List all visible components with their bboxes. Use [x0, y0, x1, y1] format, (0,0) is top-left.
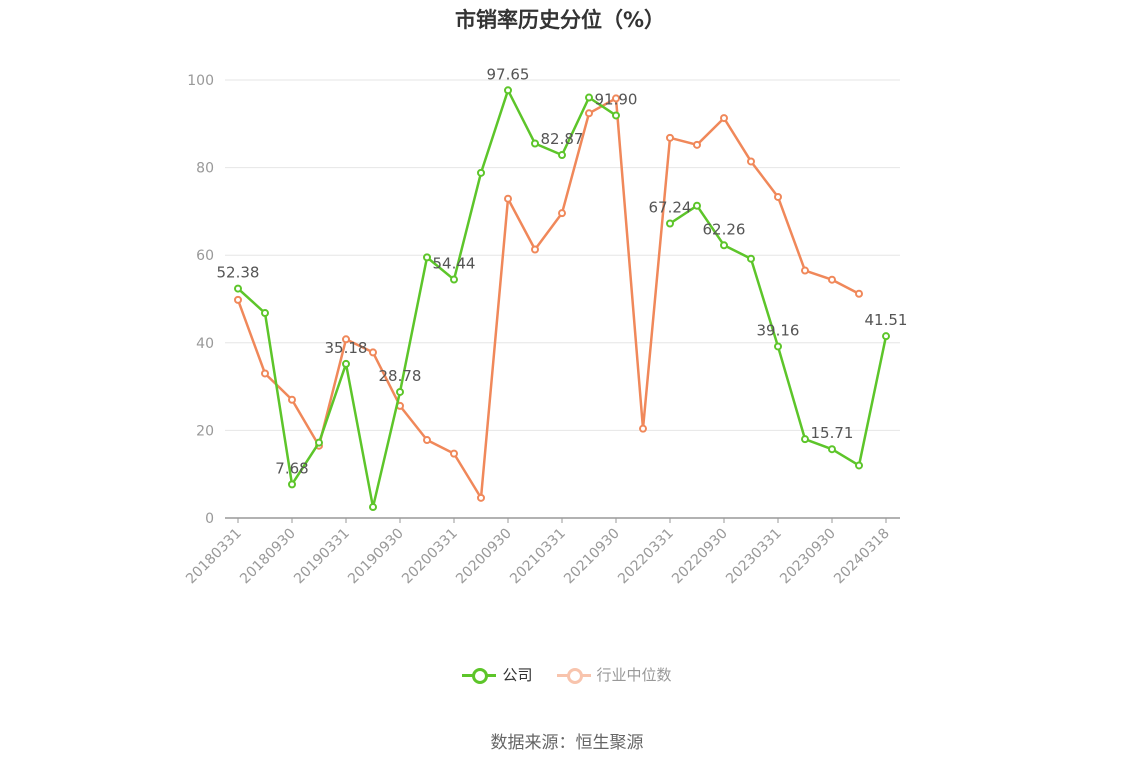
- data-point: [774, 192, 782, 201]
- data-point: [369, 348, 377, 357]
- data-point: [855, 461, 863, 470]
- data-point: [261, 309, 269, 318]
- series-line: [236, 97, 860, 500]
- data-point: [504, 194, 512, 203]
- legend: 公司 行业中位数: [0, 664, 1134, 685]
- data-label: 67.24: [649, 198, 692, 216]
- data-point: [342, 335, 350, 344]
- line-chart: 0 20 40 60 80 100 2018033120180930201903312019…: [183, 65, 908, 588]
- data-point: [342, 359, 350, 368]
- data-point: [423, 436, 431, 445]
- data-label: 7.68: [275, 459, 308, 477]
- legend-company-label: 公司: [502, 666, 533, 684]
- data-point: [477, 168, 485, 177]
- data-point: [315, 438, 323, 447]
- data-point: [828, 275, 836, 284]
- y-tick-label: 80: [196, 161, 214, 177]
- y-tick-label: 60: [196, 248, 214, 264]
- series-industry-median: [234, 94, 863, 502]
- data-point: [828, 445, 836, 454]
- x-tick-label: 20220930: [669, 526, 731, 588]
- data-label: 82.87: [541, 130, 584, 148]
- x-tick-label: 20210930: [561, 526, 623, 588]
- data-point: [261, 369, 269, 378]
- y-tick-label: 0: [205, 511, 214, 527]
- data-label: 52.38: [217, 264, 260, 282]
- data-point: [801, 435, 809, 444]
- legend-industry-marker-icon: [556, 667, 591, 684]
- data-label: 91.90: [595, 90, 638, 108]
- x-tick-label: 20210331: [507, 526, 569, 588]
- data-point: [396, 387, 404, 396]
- data-point: [369, 503, 377, 512]
- y-tick-label: 100: [187, 73, 214, 89]
- data-point: [450, 275, 458, 284]
- data-point: [558, 151, 566, 160]
- legend-company-marker-icon: [462, 667, 497, 684]
- data-label: 97.65: [487, 65, 530, 83]
- data-point: [882, 332, 890, 341]
- x-tick-label: 20240318: [831, 526, 893, 588]
- data-point: [666, 133, 674, 142]
- data-point: [234, 284, 242, 293]
- data-label: 15.71: [811, 424, 854, 442]
- data-label: 54.44: [433, 255, 476, 273]
- data-point: [531, 245, 539, 254]
- legend-industry-label: 行业中位数: [596, 666, 672, 684]
- x-tick-label: 20180930: [237, 526, 299, 588]
- x-tick-label: 20200331: [399, 526, 461, 588]
- x-tick-label: 20220331: [615, 526, 677, 588]
- data-point: [693, 140, 701, 149]
- data-label: 41.51: [865, 311, 908, 329]
- data-point: [801, 266, 809, 275]
- x-tick-label: 20180331: [183, 526, 245, 588]
- data-point: [612, 94, 620, 103]
- data-point: [234, 295, 242, 304]
- data-label: 28.78: [379, 367, 422, 385]
- data-point: [531, 139, 539, 148]
- x-tick-label: 20190930: [345, 526, 407, 588]
- data-label: 39.16: [757, 321, 800, 339]
- data-point: [477, 493, 485, 502]
- data-point: [747, 157, 755, 166]
- data-point: [774, 342, 782, 351]
- y-tick-label: 40: [196, 336, 214, 352]
- data-label: 62.26: [703, 220, 746, 238]
- y-tick-label: 20: [196, 423, 214, 439]
- data-point: [612, 111, 620, 120]
- data-label: 35.18: [325, 339, 368, 357]
- data-point: [747, 254, 755, 263]
- legend-item-company[interactable]: 公司: [462, 664, 533, 685]
- data-point: [666, 219, 674, 228]
- data-point: [720, 241, 728, 250]
- x-tick-label: 20200930: [453, 526, 515, 588]
- data-point: [693, 201, 701, 210]
- data-point: [558, 209, 566, 218]
- data-point: [288, 395, 296, 404]
- legend-item-industry-median[interactable]: 行业中位数: [556, 664, 672, 685]
- x-tick-label: 20230930: [777, 526, 839, 588]
- series-company: [234, 86, 890, 512]
- data-point: [450, 449, 458, 458]
- data-point: [423, 253, 431, 262]
- x-tick-label: 20230331: [723, 526, 785, 588]
- data-point: [720, 114, 728, 123]
- data-point: [288, 480, 296, 489]
- chart-title: 市销率历史分位（%）: [454, 8, 666, 32]
- data-point: [504, 86, 512, 95]
- data-point: [855, 289, 863, 298]
- data-point: [585, 109, 593, 118]
- data-point: [585, 93, 593, 102]
- data-point: [639, 424, 647, 433]
- x-tick-label: 20190331: [291, 526, 353, 588]
- data-source: 数据来源：恒生聚源: [490, 733, 644, 753]
